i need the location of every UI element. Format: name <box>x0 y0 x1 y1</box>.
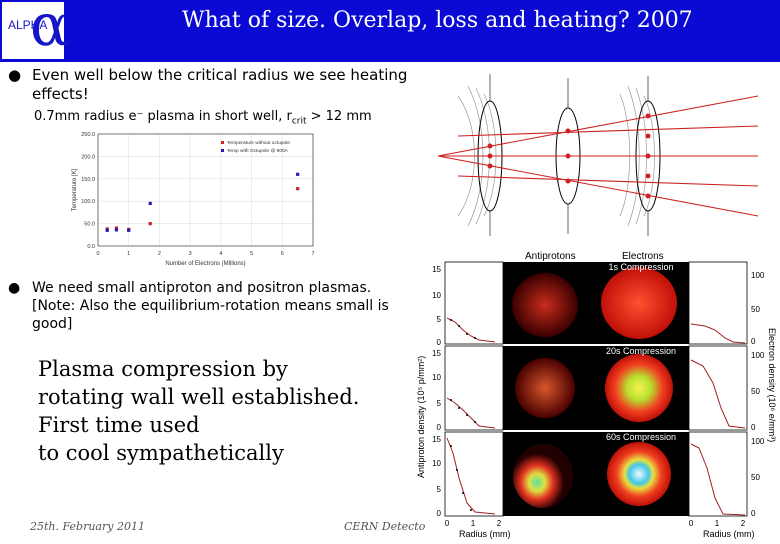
compression-figure-svg: Antiprotons Electrons 1s Compression 20s… <box>416 251 777 539</box>
y-tick-label: 100.0 <box>81 199 95 205</box>
logo-alpha-symbol: α <box>30 0 70 59</box>
bullet-1-line-1: Even well below the critical radius we s… <box>32 66 408 84</box>
svg-text:50: 50 <box>751 305 760 314</box>
y-tick-label: 50.0 <box>84 222 95 228</box>
svg-text:15: 15 <box>432 265 441 274</box>
label-1s-compression: 1s Compression <box>608 262 673 272</box>
svg-text:2: 2 <box>741 519 746 528</box>
y-tick-label: 0.0 <box>87 244 95 250</box>
svg-text:1: 1 <box>715 519 720 528</box>
svg-text:0: 0 <box>437 509 442 518</box>
data-point <box>296 187 300 191</box>
x-tick-label: 3 <box>189 251 192 257</box>
x-axis-label: Number of Electrons (Millions) <box>165 261 245 267</box>
svg-text:10: 10 <box>432 291 441 300</box>
legend-marker <box>221 141 224 144</box>
x-tick-label: 0 <box>96 251 99 257</box>
y-tick-label: 150.0 <box>81 177 95 183</box>
bullet-1-line-2: effects! <box>32 85 89 103</box>
slide-title: What of size. Overlap, loss and heating?… <box>182 8 693 33</box>
legend-entry: Temperature without octupole <box>227 140 290 146</box>
x-tick-label: 4 <box>219 251 222 257</box>
bullet-2-line-2: [Note: Also the equilibrium-rotation mea… <box>32 298 389 332</box>
svg-text:100: 100 <box>751 271 765 280</box>
legend-marker <box>221 149 224 152</box>
data-point <box>114 226 119 230</box>
svg-text:0: 0 <box>689 519 694 528</box>
compression-figure: Antiprotons Electrons 1s Compression 20s… <box>415 248 780 540</box>
legend-entry: Temp with Octupole @ 900A <box>227 148 289 154</box>
data-point <box>296 172 300 176</box>
bullet-2: ● We need small antiproton and positron … <box>8 279 410 333</box>
temperature-chart: 0 1 2 3 4 5 6 7 0.0 50.0 100.0 150.0 200.0 250.0 Numbe… <box>60 128 325 276</box>
data-point <box>148 201 152 206</box>
magnetic-trap-diagram <box>437 74 759 236</box>
x-tick-label: 6 <box>281 251 284 257</box>
label-antiprotons: Antiprotons <box>525 251 576 262</box>
bullet-2-line-1: We need small antiproton and positron pl… <box>32 280 372 296</box>
x-tick-label: 5 <box>250 251 253 257</box>
footer-venue: CERN Detecto <box>344 520 426 533</box>
svg-text:10: 10 <box>432 373 441 382</box>
label-20s-compression: 20s Compression <box>606 346 676 356</box>
plot-frame <box>97 133 314 247</box>
bullet-1-sub: 0.7mm radius e⁻ plasma in short well, rc… <box>34 109 372 127</box>
svg-text:5: 5 <box>437 315 442 324</box>
svg-text:0: 0 <box>751 423 756 432</box>
svg-text:2: 2 <box>497 519 502 528</box>
label-electrons: Electrons <box>622 251 664 262</box>
y-tick-label: 200.0 <box>81 154 95 160</box>
data-point <box>148 222 152 226</box>
y-tick-label: 250.0 <box>81 132 95 138</box>
bullet-1: ● Even well below the critical radius we… <box>8 66 410 104</box>
x-label-right: Radius (mm) <box>703 529 755 539</box>
bullet-dot: ● <box>8 280 21 296</box>
svg-text:5: 5 <box>437 399 442 408</box>
svg-text:50: 50 <box>751 387 760 396</box>
header-bar: ALPHA α What of size. Overlap, loss and … <box>0 0 780 62</box>
svg-text:100: 100 <box>751 351 765 360</box>
svg-text:15: 15 <box>432 435 441 444</box>
svg-text:15: 15 <box>432 349 441 358</box>
alpha-logo: ALPHA α <box>2 0 69 59</box>
svg-text:50: 50 <box>751 473 760 482</box>
svg-text:0: 0 <box>437 338 442 347</box>
y-axis-label: Temperature [K] <box>72 168 78 211</box>
x-tick-label: 7 <box>311 251 314 257</box>
x-label-left: Radius (mm) <box>459 529 511 539</box>
data-point <box>114 228 119 232</box>
svg-text:1: 1 <box>471 519 476 528</box>
label-60s-compression: 60s Compression <box>606 432 676 442</box>
data-point <box>105 228 109 232</box>
plasma-compression-text: Plasma compression by rotating wall well… <box>38 357 360 465</box>
svg-text:0: 0 <box>445 519 450 528</box>
svg-text:10: 10 <box>432 459 441 468</box>
svg-text:5: 5 <box>437 485 442 494</box>
svg-text:0: 0 <box>751 509 756 518</box>
x-tick-label: 1 <box>127 251 130 257</box>
bullet-dot: ● <box>8 66 22 84</box>
x-tick-label: 2 <box>158 251 161 257</box>
svg-text:100: 100 <box>751 437 765 446</box>
y-label-electron: Electron density (10⁶ e/mm³) <box>767 328 777 442</box>
logo-text: ALPHA <box>8 18 48 32</box>
y-label-antiproton: Antiproton density (10⁵ p/mm²) <box>416 356 426 478</box>
data-point <box>127 228 131 232</box>
svg-text:0: 0 <box>751 337 756 346</box>
footer-date: 25th. February 2011 <box>30 520 145 533</box>
svg-text:0: 0 <box>437 423 442 432</box>
